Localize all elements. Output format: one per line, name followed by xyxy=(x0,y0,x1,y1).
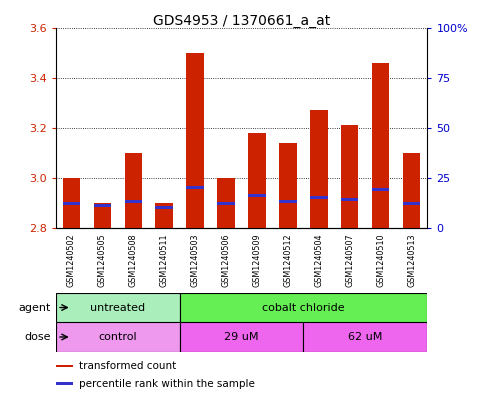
Text: GSM1240512: GSM1240512 xyxy=(284,233,293,287)
Text: GSM1240509: GSM1240509 xyxy=(253,233,261,287)
Bar xyxy=(341,198,358,201)
Text: 29 uM: 29 uM xyxy=(224,332,259,342)
Text: control: control xyxy=(98,332,137,342)
Bar xyxy=(403,153,421,228)
Text: GSM1240508: GSM1240508 xyxy=(128,233,138,287)
Bar xyxy=(186,53,203,228)
Bar xyxy=(248,133,266,228)
Bar xyxy=(62,178,80,228)
Text: GSM1240511: GSM1240511 xyxy=(159,233,169,287)
Bar xyxy=(62,202,80,206)
Bar xyxy=(156,206,172,209)
Text: GDS4953 / 1370661_a_at: GDS4953 / 1370661_a_at xyxy=(153,14,330,28)
Bar xyxy=(125,200,142,204)
Bar xyxy=(94,204,111,208)
Bar xyxy=(311,196,327,199)
Bar xyxy=(303,322,427,352)
Bar xyxy=(248,195,266,197)
Bar xyxy=(280,200,297,204)
Bar xyxy=(56,382,73,385)
Bar xyxy=(372,188,389,191)
Text: transformed count: transformed count xyxy=(79,361,177,371)
Bar xyxy=(56,322,180,352)
Bar xyxy=(217,202,235,206)
Text: GSM1240502: GSM1240502 xyxy=(67,233,75,287)
Bar xyxy=(341,125,358,228)
Text: agent: agent xyxy=(18,303,51,312)
Bar xyxy=(56,293,180,322)
Bar xyxy=(372,62,389,228)
Bar xyxy=(403,202,421,206)
Text: GSM1240506: GSM1240506 xyxy=(222,233,230,287)
Bar xyxy=(94,203,111,228)
Bar xyxy=(180,322,303,352)
Text: GSM1240504: GSM1240504 xyxy=(314,233,324,287)
Bar xyxy=(217,178,235,228)
Bar xyxy=(156,203,172,228)
Text: GSM1240513: GSM1240513 xyxy=(408,233,416,287)
Text: cobalt chloride: cobalt chloride xyxy=(262,303,345,312)
Text: untreated: untreated xyxy=(90,303,145,312)
Text: percentile rank within the sample: percentile rank within the sample xyxy=(79,379,255,389)
Bar xyxy=(56,365,73,367)
Bar xyxy=(186,186,203,189)
Bar xyxy=(311,110,327,228)
Text: GSM1240510: GSM1240510 xyxy=(376,233,385,287)
Text: GSM1240503: GSM1240503 xyxy=(190,233,199,287)
Bar xyxy=(280,143,297,228)
Text: dose: dose xyxy=(24,332,51,342)
Text: 62 uM: 62 uM xyxy=(348,332,383,342)
Text: GSM1240507: GSM1240507 xyxy=(345,233,355,287)
Bar xyxy=(125,153,142,228)
Text: GSM1240505: GSM1240505 xyxy=(98,233,107,287)
Bar xyxy=(180,293,427,322)
